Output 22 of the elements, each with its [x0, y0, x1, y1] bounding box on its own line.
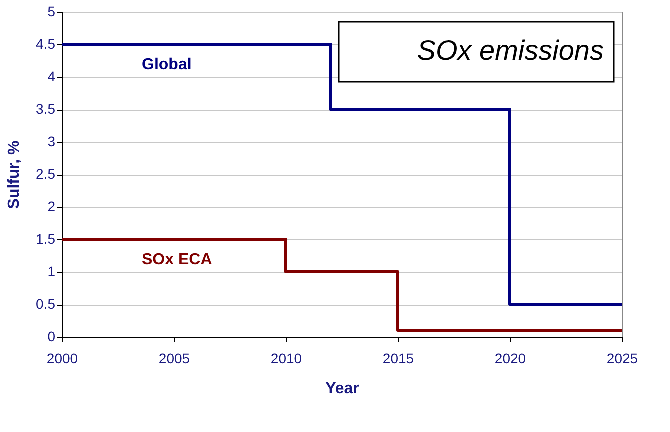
y-axis-title: Sulfur, %	[6, 140, 24, 210]
y-tick-label: 4.5	[36, 36, 56, 52]
y-tick-label: 1	[48, 264, 56, 280]
y-tick-label: 0.5	[36, 296, 56, 312]
y-tick-label: 2	[48, 198, 56, 214]
x-axis-title: Year	[326, 380, 360, 398]
x-tick-label: 2010	[270, 350, 302, 366]
x-tick-label: 2025	[606, 350, 638, 366]
x-tick-label: 2020	[494, 350, 526, 366]
y-tick-label: 3.5	[36, 101, 56, 117]
y-tick-label: 0	[48, 328, 56, 344]
y-tick-label: 5	[48, 4, 56, 20]
text: SOx emissions	[417, 35, 604, 66]
series-label: SOx ECA	[142, 252, 213, 268]
y-tick-label: 3	[48, 134, 56, 150]
x-tick-label: 2015	[382, 350, 414, 366]
y-tick-label: 2.5	[36, 166, 56, 182]
x-tick-label: 2005	[158, 350, 190, 366]
x-tick-label: 2000	[46, 350, 78, 366]
series-label: Global	[142, 56, 192, 74]
y-tick-label: 1.5	[36, 231, 56, 247]
y-tick-label: 4	[48, 68, 56, 84]
